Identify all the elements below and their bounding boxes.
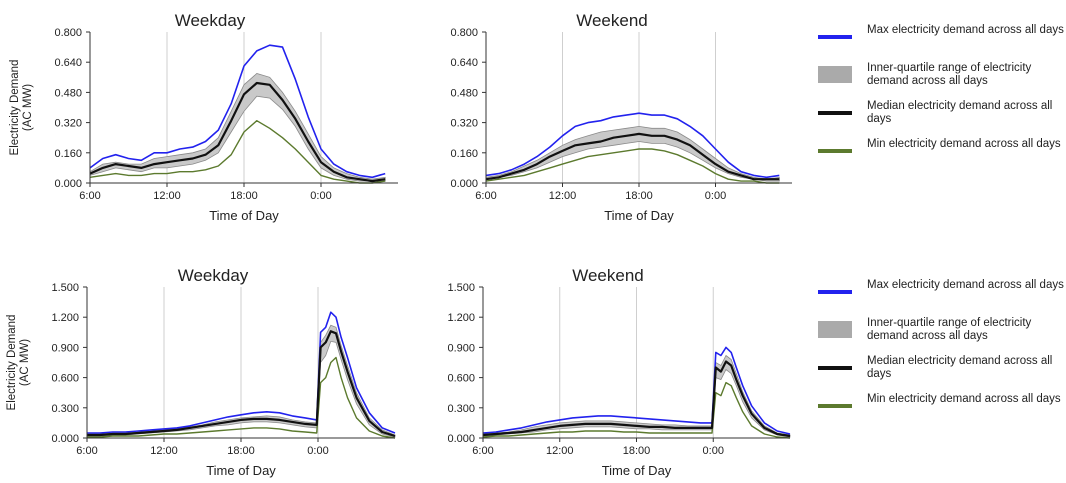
- x-tick-label: 12:00: [150, 445, 178, 457]
- max-line: [482, 346, 791, 435]
- legend-item-min: Min electricity demand across all days: [818, 138, 1066, 176]
- legend-item-median: Median electricity demand across all day…: [818, 355, 1066, 393]
- legend-label-iqr: Inner-quartile range of electricity dema…: [867, 62, 1032, 87]
- x-tick-label: 12:00: [549, 190, 577, 202]
- x-axis-label: Time of Day: [602, 463, 672, 478]
- legend-label-min: Min electricity demand across all days: [867, 138, 1061, 150]
- median-line: [482, 360, 791, 438]
- x-tick-label: 0:00: [307, 445, 328, 457]
- x-tick-label: 18:00: [625, 190, 653, 202]
- legend-item-median: Median electricity demand across all day…: [818, 100, 1066, 138]
- legend-swatch-iqr: [818, 321, 852, 338]
- y-tick-label: 1.500: [447, 282, 475, 294]
- y-tick-label: 0.900: [51, 342, 79, 354]
- y-tick-label: 0.800: [54, 27, 82, 39]
- legend-label-median: Median electricity demand across all day…: [867, 355, 1053, 380]
- y-tick-label: 0.600: [51, 373, 79, 385]
- y-tick-label: 1.200: [447, 312, 475, 324]
- legend-item-iqr: Inner-quartile range of electricity dema…: [818, 62, 1066, 100]
- x-tick-label: 6:00: [79, 190, 100, 202]
- chart-title: Weekend: [576, 11, 648, 30]
- y-tick-label: 0.640: [450, 57, 478, 69]
- max-line: [89, 44, 386, 179]
- legend-top: Max electricity demand across all days I…: [818, 24, 1066, 176]
- legend-swatch-min: [818, 404, 852, 408]
- x-tick-label: 0:00: [703, 445, 724, 457]
- y-tick-label: 0.300: [51, 403, 79, 415]
- legend-swatch-median: [818, 366, 852, 370]
- legend-item-min: Min electricity demand across all days: [818, 393, 1066, 431]
- x-tick-label: 0:00: [310, 190, 331, 202]
- legend-label-median: Median electricity demand across all day…: [867, 100, 1053, 125]
- y-tick-label: 0.160: [450, 148, 478, 160]
- median-line: [89, 81, 386, 183]
- iqr-band: [482, 354, 791, 438]
- y-tick-label: 0.640: [54, 57, 82, 69]
- x-tick-label: 6:00: [76, 445, 97, 457]
- y-tick-label: 0.800: [450, 27, 478, 39]
- legend-item-iqr: Inner-quartile range of electricity dema…: [818, 317, 1066, 355]
- x-tick-label: 0:00: [705, 190, 726, 202]
- legend-label-max: Max electricity demand across all days: [867, 24, 1064, 36]
- max-line: [485, 112, 780, 179]
- chart-panel-1: 0.000 0.160 0.320 0.480 0.640 0.800 6:00 12:00 1…: [450, 11, 792, 223]
- y-tick-label: 0.480: [450, 87, 478, 99]
- y-tick-label: 0.480: [54, 87, 82, 99]
- median-line: [485, 132, 780, 181]
- legend-swatch-max: [818, 35, 852, 39]
- x-axis-label: Time of Day: [206, 463, 276, 478]
- x-axis-label: Time of Day: [604, 208, 674, 223]
- x-tick-label: 18:00: [227, 445, 255, 457]
- y-tick-label: 0.160: [54, 148, 82, 160]
- legend-label-max: Max electricity demand across all days: [867, 279, 1064, 291]
- legend-item-max: Max electricity demand across all days: [818, 24, 1066, 62]
- y-tick-label: 0.000: [447, 433, 475, 445]
- chart-title: Weekend: [572, 266, 644, 285]
- x-tick-label: 18:00: [623, 445, 651, 457]
- min-line: [482, 381, 791, 439]
- chart-panel-3: 0.000 0.300 0.600 0.900 1.200 1.500 6:00 12:00 1…: [447, 266, 791, 478]
- iqr-band: [86, 324, 396, 438]
- legend-swatch-iqr: [818, 66, 852, 83]
- iqr-band: [485, 125, 780, 182]
- y-tick-label: 0.000: [54, 178, 82, 190]
- x-tick-label: 6:00: [475, 190, 496, 202]
- legend-swatch-min: [818, 149, 852, 153]
- x-tick-label: 18:00: [230, 190, 258, 202]
- legend-bottom: Max electricity demand across all days I…: [818, 279, 1066, 431]
- y-tick-label: 1.200: [51, 312, 79, 324]
- y-axis-label: Electricity Demand(AC MW): [6, 315, 31, 411]
- y-tick-label: 0.000: [51, 433, 79, 445]
- legend-item-max: Max electricity demand across all days: [818, 279, 1066, 317]
- x-tick-label: 12:00: [153, 190, 181, 202]
- y-tick-label: 0.320: [450, 118, 478, 130]
- y-axis-label: Electricity Demand(AC MW): [9, 60, 34, 156]
- chart-panel-0: 0.000 0.160 0.320 0.480 0.640 0.800 6:00 12:00 1…: [9, 11, 398, 223]
- y-tick-label: 0.900: [447, 342, 475, 354]
- min-line: [87, 356, 396, 439]
- min-line: [485, 148, 780, 184]
- legend-label-min: Min electricity demand across all days: [867, 393, 1061, 405]
- min-line: [89, 119, 386, 184]
- iqr-band: [89, 73, 386, 182]
- y-tick-label: 0.000: [450, 178, 478, 190]
- y-tick-label: 0.600: [447, 373, 475, 385]
- legend-swatch-max: [818, 290, 852, 294]
- chart-panel-2: 0.000 0.300 0.600 0.900 1.200 1.500 6:00 12:00 1…: [6, 266, 396, 478]
- x-axis-label: Time of Day: [209, 208, 279, 223]
- legend-label-iqr: Inner-quartile range of electricity dema…: [867, 317, 1032, 342]
- median-line: [87, 330, 396, 438]
- max-line: [87, 311, 396, 434]
- x-tick-label: 12:00: [546, 445, 574, 457]
- chart-title: Weekday: [175, 11, 246, 30]
- y-tick-label: 1.500: [51, 282, 79, 294]
- x-tick-label: 6:00: [472, 445, 493, 457]
- legend-swatch-median: [818, 111, 852, 115]
- y-tick-label: 0.300: [447, 403, 475, 415]
- y-tick-label: 0.320: [54, 118, 82, 130]
- chart-title: Weekday: [178, 266, 249, 285]
